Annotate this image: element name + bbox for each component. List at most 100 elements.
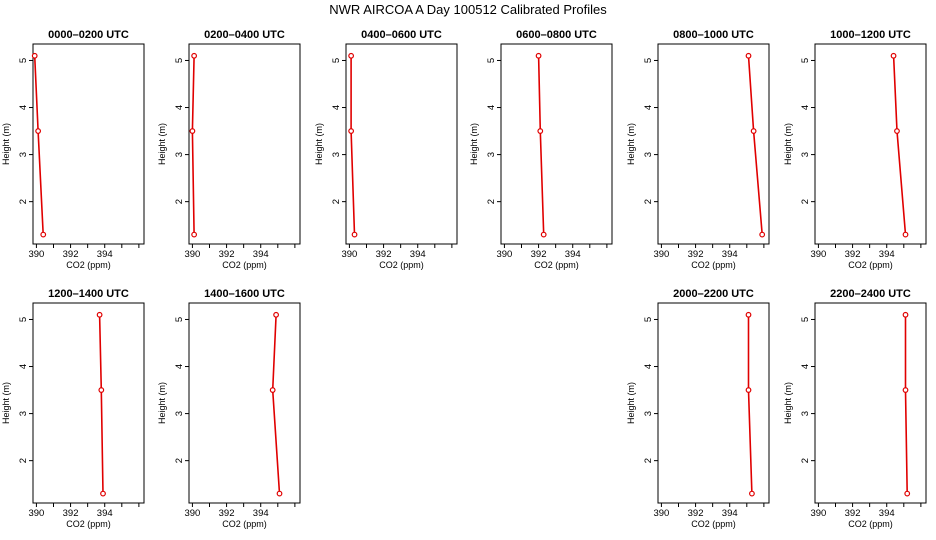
y-axis-label: Height (m) [157, 123, 167, 165]
y-tick-label: 5 [643, 58, 654, 63]
data-point [745, 311, 752, 318]
y-tick-label: 4 [643, 105, 654, 110]
profile-panel-5: 1000–1200 UTC 390 392 394 2 3 4 5 CO2 (ppm) Heigh… [783, 29, 927, 270]
x-axis-label: CO2 (ppm) [848, 519, 893, 529]
plot-frame [188, 302, 301, 504]
data-point [537, 128, 544, 134]
data-point [273, 311, 279, 318]
data-point [894, 128, 900, 134]
y-tick-label: 3 [18, 152, 29, 157]
x-axis-label: CO2 (ppm) [66, 260, 111, 270]
y-tick-label: 5 [18, 317, 29, 322]
x-axis-label: CO2 (ppm) [534, 260, 579, 270]
panel-title: 2200–2400 UTC [830, 288, 911, 300]
y-tick-label: 5 [800, 317, 811, 322]
y-axis-label: Height (m) [1, 123, 11, 165]
x-tick-label: 394 [97, 508, 113, 519]
plot-frame [657, 43, 770, 245]
plot-frame [32, 43, 145, 245]
profile-line [747, 314, 753, 494]
data-point [191, 52, 198, 59]
profile-line [350, 55, 356, 235]
x-axis-label: CO2 (ppm) [222, 519, 267, 529]
data-point [745, 52, 752, 59]
profile-line [747, 55, 763, 235]
profile-panel-8: 2000–2200 UTC 390 392 394 2 3 4 5 CO2 (ppm) Heigh… [626, 288, 770, 529]
y-tick-label: 3 [800, 411, 811, 416]
plot-frame [345, 43, 458, 245]
data-point [759, 231, 766, 238]
y-axis-label: Height (m) [157, 382, 167, 424]
data-point [351, 231, 358, 238]
x-tick-label: 390 [653, 508, 669, 519]
data-point [35, 128, 42, 134]
x-tick-label: 394 [97, 249, 113, 260]
profile-line [98, 314, 104, 494]
profile-line [271, 314, 281, 494]
y-tick-label: 4 [800, 105, 811, 110]
profile-panel-1: 0200–0400 UTC 390 392 394 2 3 4 5 CO2 (ppm) Heigh… [157, 29, 301, 270]
y-axis-label: Height (m) [1, 382, 11, 424]
panel-title: 1200–1400 UTC [48, 288, 129, 300]
data-point [750, 128, 757, 134]
x-tick-label: 392 [845, 508, 861, 519]
y-tick-label: 3 [174, 152, 185, 157]
y-tick-label: 4 [18, 105, 29, 110]
y-tick-label: 2 [486, 199, 497, 204]
y-axis-label: Height (m) [314, 123, 324, 165]
y-tick-label: 4 [18, 364, 29, 369]
y-tick-label: 2 [643, 458, 654, 463]
data-point [276, 490, 283, 497]
data-point [31, 52, 38, 59]
profile-line [904, 314, 908, 494]
panel-title: 1400–1600 UTC [204, 288, 285, 300]
x-tick-label: 392 [219, 508, 235, 519]
x-tick-label: 394 [722, 249, 738, 260]
panel-title: 0200–0400 UTC [204, 29, 285, 41]
data-point [540, 231, 547, 238]
y-tick-label: 3 [643, 411, 654, 416]
plot-frame [814, 302, 927, 504]
x-tick-label: 392 [63, 249, 79, 260]
x-tick-label: 390 [653, 249, 669, 260]
data-point [191, 231, 198, 238]
y-tick-label: 2 [800, 458, 811, 463]
y-tick-label: 3 [331, 152, 342, 157]
y-tick-label: 3 [800, 152, 811, 157]
y-tick-label: 2 [800, 199, 811, 204]
y-tick-label: 4 [643, 364, 654, 369]
x-axis-label: CO2 (ppm) [379, 260, 424, 270]
data-point [904, 490, 911, 497]
data-point [902, 231, 909, 238]
data-point [96, 311, 103, 318]
x-tick-label: 394 [410, 249, 426, 260]
plot-frame [32, 302, 145, 504]
x-tick-label: 394 [253, 249, 269, 260]
y-tick-label: 2 [643, 199, 654, 204]
x-tick-label: 390 [810, 508, 826, 519]
data-point [100, 490, 106, 497]
x-tick-label: 394 [722, 508, 738, 519]
y-tick-label: 5 [331, 58, 342, 63]
y-tick-label: 2 [174, 199, 185, 204]
profile-line [892, 55, 907, 235]
profile-panel-4: 0800–1000 UTC 390 392 394 2 3 4 5 CO2 (ppm) Heigh… [626, 29, 770, 270]
x-tick-label: 394 [565, 249, 581, 260]
y-tick-label: 2 [331, 199, 342, 204]
x-tick-label: 392 [63, 508, 79, 519]
y-tick-label: 4 [174, 364, 185, 369]
x-tick-label: 390 [28, 249, 44, 260]
y-tick-label: 3 [174, 411, 185, 416]
y-tick-label: 4 [800, 364, 811, 369]
y-tick-label: 2 [18, 458, 29, 463]
profile-panel-3: 0600–0800 UTC 390 392 394 2 3 4 5 CO2 (ppm) Heigh… [469, 29, 613, 270]
data-point [745, 387, 752, 393]
data-point [902, 387, 909, 393]
y-axis-label: Height (m) [783, 382, 793, 424]
panels: 0000–0200 UTC 390 392 394 2 3 4 5 CO2 (ppm) Heigh… [1, 29, 927, 529]
x-tick-label: 390 [810, 249, 826, 260]
x-tick-label: 390 [341, 249, 357, 260]
x-tick-label: 392 [219, 249, 235, 260]
data-point [348, 128, 355, 134]
